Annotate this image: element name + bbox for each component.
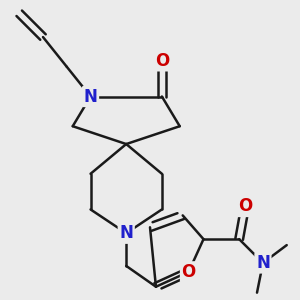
Text: O: O [155,52,169,70]
Text: O: O [238,197,252,215]
Text: N: N [256,254,270,272]
Text: O: O [182,263,196,281]
Text: N: N [119,224,133,242]
Text: N: N [84,88,98,106]
